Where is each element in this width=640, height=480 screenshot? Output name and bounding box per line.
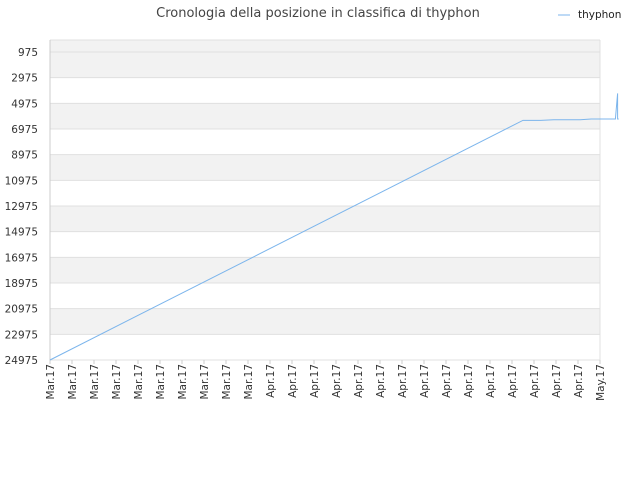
x-tick-label: May.17 xyxy=(595,364,607,401)
x-tick-label: Apr.17 xyxy=(397,364,409,398)
y-tick-label: 2975 xyxy=(11,73,38,85)
x-tick-label: Apr.17 xyxy=(529,364,541,398)
x-tick-label: Apr.17 xyxy=(573,364,585,398)
plot-band xyxy=(50,103,600,129)
y-axis-ticks: 975 2975 4975 6975 8975 10975 12975 14975 16975 1… xyxy=(5,47,38,367)
x-tick-label: Apr.17 xyxy=(309,364,321,398)
x-tick-label: Apr.17 xyxy=(507,364,519,398)
x-tick-label: Mar.17 xyxy=(199,364,211,400)
y-tick-label: 4975 xyxy=(11,98,38,110)
x-tick-label: Mar.17 xyxy=(221,364,233,400)
x-tick-label: Apr.17 xyxy=(265,364,277,398)
x-tick-label: Apr.17 xyxy=(287,364,299,398)
y-tick-label: 14975 xyxy=(5,227,38,239)
x-tick-label: Mar.17 xyxy=(155,364,167,400)
x-tick-label: Mar.17 xyxy=(133,364,145,400)
legend[interactable]: thyphon xyxy=(558,9,621,21)
x-tick-label: Mar.17 xyxy=(111,364,123,400)
series-line-thyphon xyxy=(49,93,619,361)
x-tick-label: Apr.17 xyxy=(485,364,497,398)
plot-band xyxy=(50,206,600,232)
plot-band xyxy=(50,308,600,335)
x-tick-label: Mar.17 xyxy=(177,364,189,400)
y-tick-label: 18975 xyxy=(5,278,38,290)
x-tick-label: Mar.17 xyxy=(45,364,57,400)
x-tick-label: Apr.17 xyxy=(331,364,343,398)
x-axis-ticks: Mar.17 Mar.17 Mar.17 Mar.17 Mar.17 Mar.17 Mar.… xyxy=(45,360,607,401)
x-tick-label: Apr.17 xyxy=(353,364,365,398)
plot-band xyxy=(50,154,600,181)
y-tick-label: 12975 xyxy=(5,201,38,213)
x-tick-label: Apr.17 xyxy=(375,364,387,398)
y-tick-label: 20975 xyxy=(5,304,38,316)
legend-label-thyphon: thyphon xyxy=(578,9,621,21)
y-tick-label: 8975 xyxy=(11,150,38,162)
gridlines xyxy=(49,39,601,361)
plot-band xyxy=(50,257,600,283)
y-tick-label: 24975 xyxy=(5,355,38,367)
x-tick-label: Apr.17 xyxy=(463,364,475,398)
x-tick-label: Apr.17 xyxy=(551,364,563,398)
y-tick-label: 16975 xyxy=(5,252,38,264)
series-layer xyxy=(49,93,619,361)
x-tick-label: Apr.17 xyxy=(441,364,453,398)
y-tick-label: 975 xyxy=(18,47,38,59)
x-tick-label: Mar.17 xyxy=(243,364,255,400)
x-tick-label: Apr.17 xyxy=(419,364,431,398)
y-tick-label: 6975 xyxy=(11,124,38,136)
plot-background-bands xyxy=(50,40,600,335)
chart-title: Cronologia della posizione in classifica… xyxy=(156,6,480,21)
plot-band xyxy=(50,40,600,78)
y-tick-label: 10975 xyxy=(5,175,38,187)
x-tick-label: Mar.17 xyxy=(67,364,79,400)
x-tick-label: Mar.17 xyxy=(89,364,101,400)
y-tick-label: 22975 xyxy=(5,329,38,341)
